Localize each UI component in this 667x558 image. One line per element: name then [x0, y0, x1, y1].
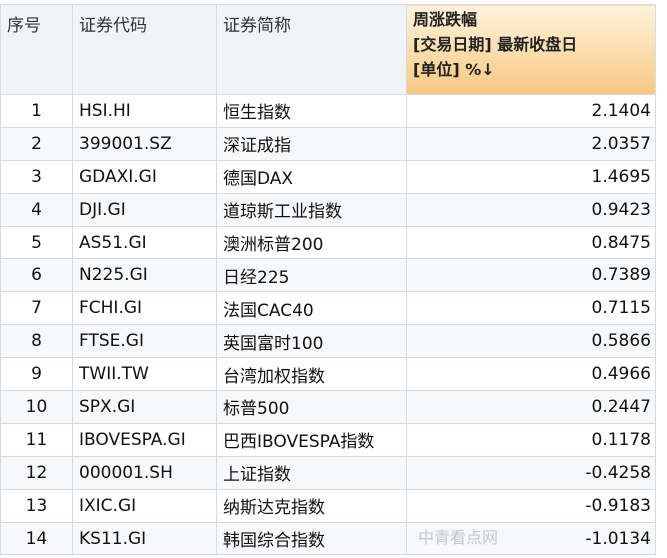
- header-change-title: 周涨跌幅: [413, 10, 478, 29]
- row-code: AS51.GI: [72, 225, 217, 260]
- row-seq: 7: [0, 291, 73, 326]
- row-code: KS11.GI: [72, 521, 217, 556]
- row-seq: 11: [0, 422, 73, 457]
- row-change: 2.1404: [406, 94, 656, 128]
- table-row[interactable]: 10 SPX.GI 标普500 0.2447: [0, 390, 656, 424]
- row-code: HSI.HI: [72, 94, 217, 128]
- row-code: SPX.GI: [72, 390, 217, 424]
- table-row[interactable]: 13 IXIC.GI 纳斯达克指数 -0.9183: [0, 488, 656, 523]
- row-code: FCHI.GI: [72, 291, 217, 326]
- watermark: 中青看点网: [418, 528, 499, 547]
- table-row[interactable]: 11 IBOVESPA.GI 巴西IBOVESPA指数 0.1178: [0, 422, 656, 457]
- header-seq[interactable]: 序号: [0, 4, 73, 95]
- row-change: -1.0134: [406, 521, 656, 556]
- row-seq: 5: [0, 225, 73, 260]
- row-name: 韩国综合指数: [216, 521, 407, 556]
- table-row[interactable]: 1 HSI.HI 恒生指数 2.1404: [0, 94, 656, 128]
- row-name: 日经225: [216, 258, 407, 293]
- row-name: 台湾加权指数: [216, 357, 407, 392]
- row-name: 巴西IBOVESPA指数: [216, 422, 407, 457]
- row-change: 0.9423: [406, 192, 656, 227]
- row-name: 恒生指数: [216, 94, 407, 128]
- row-change: 1.4695: [406, 159, 656, 194]
- row-seq: 2: [0, 126, 73, 161]
- table-row[interactable]: 12 000001.SH 上证指数 -0.4258: [0, 455, 656, 490]
- row-change: 0.2447: [406, 390, 656, 424]
- row-name: 深证成指: [216, 126, 407, 161]
- row-code: 000001.SH: [72, 455, 217, 490]
- row-seq: 1: [0, 94, 73, 128]
- row-code: TWII.TW: [72, 357, 217, 392]
- row-change: 0.8475: [406, 225, 656, 260]
- row-change: 0.7115: [406, 291, 656, 326]
- header-name[interactable]: 证券简称: [216, 4, 407, 95]
- row-name: 法国CAC40: [216, 291, 407, 326]
- row-name: 道琼斯工业指数: [216, 192, 407, 227]
- table-row[interactable]: 7 FCHI.GI 法国CAC40 0.7115: [0, 291, 656, 326]
- row-code: FTSE.GI: [72, 324, 217, 359]
- table-row[interactable]: 2 399001.SZ 深证成指 2.0357: [0, 126, 656, 161]
- row-code: N225.GI: [72, 258, 217, 293]
- row-change: 0.7389: [406, 258, 656, 293]
- row-seq: 3: [0, 159, 73, 194]
- row-seq: 12: [0, 455, 73, 490]
- row-seq: 10: [0, 390, 73, 424]
- header-weekly-change[interactable]: 周涨跌幅 [交易日期] 最新收盘日 [单位] %↓: [406, 4, 656, 95]
- row-seq: 4: [0, 192, 73, 227]
- row-change: -0.4258: [406, 455, 656, 490]
- header-change-unit: [单位] %↓: [413, 60, 495, 79]
- row-change: 0.4966: [406, 357, 656, 392]
- row-code: GDAXI.GI: [72, 159, 217, 194]
- row-seq: 9: [0, 357, 73, 392]
- table-row[interactable]: 5 AS51.GI 澳洲标普200 0.8475: [0, 225, 656, 260]
- row-seq: 6: [0, 258, 73, 293]
- row-name: 德国DAX: [216, 159, 407, 194]
- row-name: 标普500: [216, 390, 407, 424]
- table-row[interactable]: 3 GDAXI.GI 德国DAX 1.4695: [0, 159, 656, 194]
- row-seq: 8: [0, 324, 73, 359]
- row-code: IXIC.GI: [72, 488, 217, 523]
- row-name: 上证指数: [216, 455, 407, 490]
- table-row[interactable]: 9 TWII.TW 台湾加权指数 0.4966: [0, 357, 656, 392]
- row-change: -0.9183: [406, 488, 656, 523]
- row-name: 纳斯达克指数: [216, 488, 407, 523]
- row-code: DJI.GI: [72, 192, 217, 227]
- row-seq: 14: [0, 521, 73, 556]
- table-row[interactable]: 4 DJI.GI 道琼斯工业指数 0.9423: [0, 192, 656, 227]
- table-row[interactable]: 6 N225.GI 日经225 0.7389: [0, 258, 656, 293]
- row-code: 399001.SZ: [72, 126, 217, 161]
- row-seq: 13: [0, 488, 73, 523]
- row-name: 澳洲标普200: [216, 225, 407, 260]
- header-change-date: [交易日期] 最新收盘日: [413, 35, 578, 54]
- table-row[interactable]: 8 FTSE.GI 英国富时100 0.5866: [0, 324, 656, 359]
- row-change: 0.5866: [406, 324, 656, 359]
- header-code[interactable]: 证券代码: [72, 4, 217, 95]
- index-weekly-change-table: 序号 证券代码 证券简称 周涨跌幅 [交易日期] 最新收盘日 [单位] %↓ 1 HS…: [0, 4, 656, 556]
- row-name: 英国富时100: [216, 324, 407, 359]
- row-change: 0.1178: [406, 422, 656, 457]
- header-row: 序号 证券代码 证券简称 周涨跌幅 [交易日期] 最新收盘日 [单位] %↓: [0, 4, 656, 95]
- row-change: 2.0357: [406, 126, 656, 161]
- row-code: IBOVESPA.GI: [72, 422, 217, 457]
- table-row[interactable]: 14 KS11.GI 韩国综合指数 -1.0134: [0, 521, 656, 556]
